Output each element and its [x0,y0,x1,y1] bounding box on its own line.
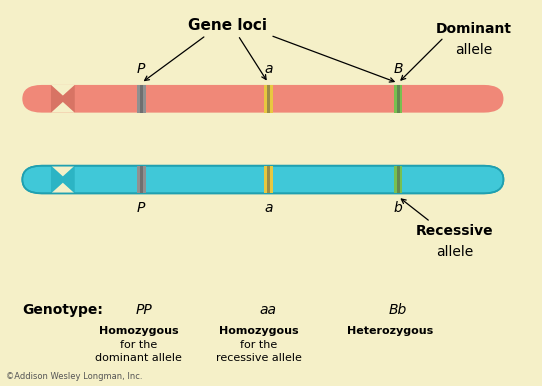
FancyBboxPatch shape [267,166,270,193]
Text: ©Addison Wesley Longman, Inc.: ©Addison Wesley Longman, Inc. [6,372,143,381]
FancyBboxPatch shape [137,85,146,113]
FancyBboxPatch shape [140,166,143,193]
Text: b: b [393,201,402,215]
Text: P: P [137,201,145,215]
Text: Gene loci: Gene loci [188,18,267,33]
FancyBboxPatch shape [393,166,402,193]
Text: Heterozygous: Heterozygous [347,326,433,336]
FancyBboxPatch shape [264,85,273,113]
FancyBboxPatch shape [22,85,504,113]
Text: Recessive: Recessive [416,224,494,238]
Text: allele: allele [455,43,492,57]
Polygon shape [51,85,75,96]
FancyBboxPatch shape [140,85,143,113]
FancyBboxPatch shape [267,85,270,113]
Text: PP: PP [136,303,152,317]
Polygon shape [51,102,75,113]
Text: for the
dominant allele: for the dominant allele [95,340,182,363]
Text: a: a [264,201,273,215]
Text: B: B [393,63,403,76]
Text: Homozygous: Homozygous [220,326,299,336]
FancyBboxPatch shape [393,85,402,113]
Polygon shape [51,166,75,193]
FancyBboxPatch shape [22,166,504,193]
Text: Dominant: Dominant [436,22,512,36]
FancyBboxPatch shape [397,85,399,113]
FancyBboxPatch shape [137,166,146,193]
Polygon shape [51,183,75,193]
Text: Bb: Bb [389,303,407,317]
FancyBboxPatch shape [397,166,399,193]
Text: allele: allele [436,245,473,259]
Polygon shape [51,85,75,113]
Text: Homozygous: Homozygous [99,326,178,336]
Text: for the
recessive allele: for the recessive allele [216,340,302,363]
Text: a: a [264,63,273,76]
Text: Genotype:: Genotype: [22,303,103,317]
Polygon shape [51,166,75,176]
Text: aa: aa [260,303,277,317]
Text: P: P [137,63,145,76]
FancyBboxPatch shape [264,166,273,193]
